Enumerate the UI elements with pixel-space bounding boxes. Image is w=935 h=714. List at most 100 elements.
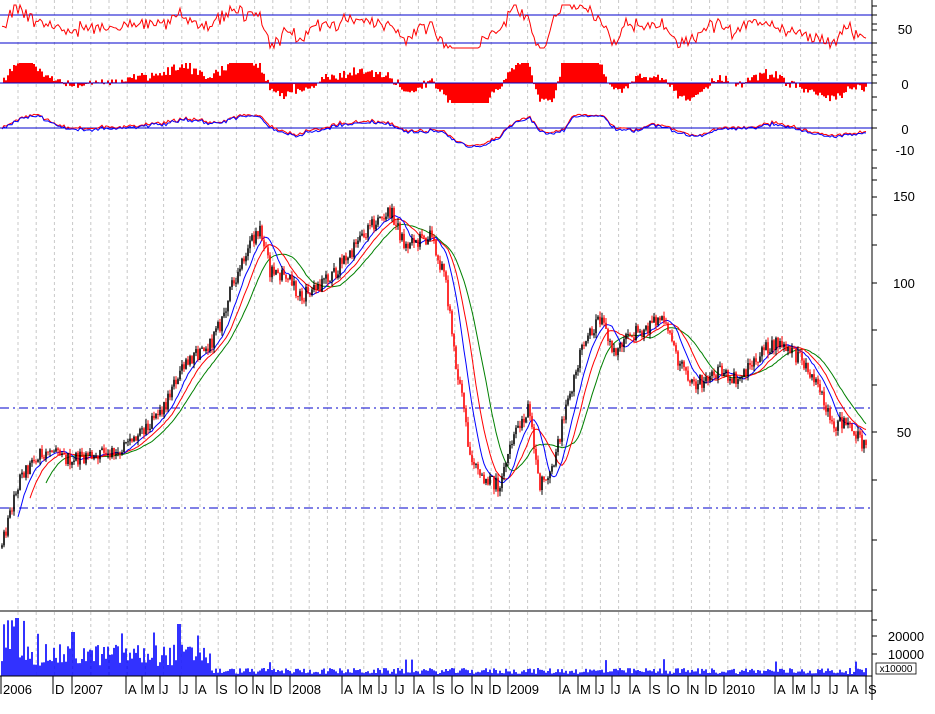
- volume-bar: [473, 673, 475, 676]
- histogram-bar: [235, 63, 237, 83]
- volume-bar: [697, 668, 699, 676]
- candle-body: [359, 235, 361, 241]
- volume-bar: [33, 664, 35, 676]
- candle-body: [589, 328, 591, 336]
- candle-body: [69, 453, 71, 465]
- volume-bar: [287, 670, 289, 676]
- candle-body: [473, 462, 475, 465]
- histogram-bar: [291, 83, 293, 93]
- volume-bar: [47, 660, 49, 676]
- volume-bar: [285, 668, 287, 676]
- histogram-bar: [139, 75, 141, 83]
- candle-body: [363, 233, 365, 237]
- candle-body: [551, 466, 553, 472]
- volume-bar: [461, 668, 463, 676]
- volume-bar: [747, 672, 749, 676]
- volume-bar: [45, 644, 47, 676]
- histogram-bar: [247, 63, 249, 83]
- volume-bar: [777, 671, 779, 676]
- volume-bar: [91, 650, 93, 676]
- histogram-bar: [835, 83, 837, 100]
- candle-body: [475, 464, 477, 465]
- candle-body: [621, 343, 623, 347]
- candle-body: [347, 257, 349, 261]
- candle-body: [609, 340, 611, 342]
- histogram-bar: [605, 76, 607, 83]
- candle-body: [763, 347, 765, 351]
- candle-body: [31, 459, 33, 463]
- candle-body: [161, 409, 163, 415]
- volume-bar: [11, 620, 13, 676]
- volume-bar: [101, 654, 103, 676]
- histogram-bar: [801, 83, 803, 89]
- histogram-bar: [13, 65, 15, 83]
- candle-body: [341, 258, 343, 264]
- date-axis: 2006 D 2007 A M J J A S O N D 2008 A M J J A S O N D 2009 A M J J A…: [0, 676, 877, 697]
- candle-body: [271, 266, 273, 278]
- candle-body: [233, 280, 235, 284]
- candle-body: [335, 268, 337, 278]
- volume-bar: [779, 668, 781, 676]
- histogram-bar: [351, 75, 353, 83]
- volume-bar: [799, 671, 801, 676]
- histogram-bar: [543, 83, 545, 100]
- volume-bar: [117, 646, 119, 676]
- histogram-bar: [391, 78, 393, 83]
- histogram-bar: [507, 72, 509, 83]
- volume-bar: [223, 671, 225, 676]
- volume-bar: [677, 668, 679, 676]
- volume-bar: [289, 670, 291, 676]
- volume-bar: [527, 669, 529, 676]
- candle-body: [343, 255, 345, 264]
- volume-bar: [611, 671, 613, 676]
- histogram-bar: [77, 83, 79, 88]
- volume-bar: [341, 670, 343, 676]
- volume-bar: [551, 673, 553, 676]
- histogram-bar: [625, 83, 627, 87]
- histogram-bar: [487, 83, 489, 103]
- candle-body: [709, 376, 711, 381]
- candle-body: [67, 453, 69, 464]
- lower-oscillator-pane: [0, 113, 872, 148]
- volume-bar: [605, 660, 607, 676]
- histogram-bar: [401, 83, 403, 90]
- date-label: J: [162, 682, 169, 697]
- candle-body: [499, 488, 501, 492]
- volume-bar: [153, 632, 155, 676]
- histogram-bar: [831, 83, 833, 96]
- histogram-bar: [417, 83, 419, 88]
- histogram-bar: [415, 83, 417, 92]
- histogram-bar: [649, 77, 651, 83]
- candle-body: [749, 363, 751, 365]
- histogram-bar: [309, 83, 311, 89]
- histogram-bar: [369, 71, 371, 83]
- histogram-bar: [553, 83, 555, 99]
- volume-bar: [193, 660, 195, 676]
- volume-bar: [291, 673, 293, 676]
- histogram-bar: [639, 73, 641, 83]
- candle-body: [355, 242, 357, 244]
- histogram-bar: [817, 83, 819, 96]
- candle-body: [111, 448, 113, 458]
- candle-body: [637, 326, 639, 332]
- candle-body: [223, 312, 225, 317]
- volume-bar: [139, 657, 141, 676]
- histogram-bar: [527, 63, 529, 83]
- volume-bar: [283, 673, 285, 676]
- histogram-bar: [787, 83, 789, 85]
- volume-bar: [39, 665, 41, 676]
- candle-body: [35, 461, 37, 463]
- histogram-bar: [627, 83, 629, 89]
- volume-bar: [165, 655, 167, 676]
- candle-body: [479, 469, 481, 476]
- histogram-bar: [813, 83, 815, 92]
- candle-body: [797, 351, 799, 363]
- candle-body: [435, 240, 437, 256]
- candle-body: [319, 284, 321, 292]
- volume-bar: [463, 668, 465, 676]
- histogram-bar: [861, 83, 863, 90]
- candle-body: [137, 435, 139, 441]
- histogram-bar: [357, 73, 359, 83]
- histogram-bar: [833, 83, 835, 97]
- volume-bar: [323, 668, 325, 676]
